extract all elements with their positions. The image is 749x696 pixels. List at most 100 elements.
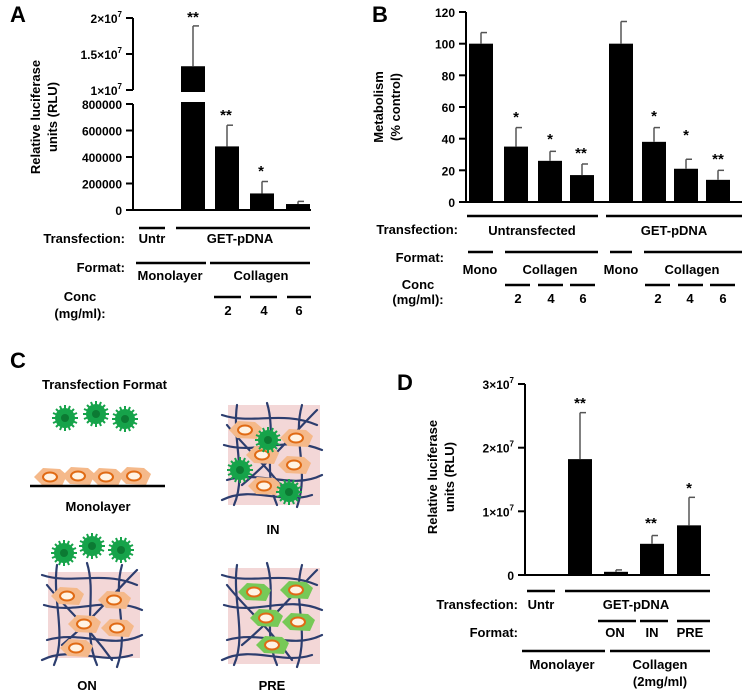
b-star-2: * <box>547 131 553 148</box>
a-upper-tick-1: 1.5×107 <box>81 46 123 62</box>
d-bar-1 <box>568 459 592 575</box>
panel-a-lower-ticks: 800000 600000 400000 200000 0 <box>82 98 133 218</box>
svg-text:6: 6 <box>579 291 586 306</box>
svg-text:Format:: Format: <box>77 260 125 275</box>
a-bar-4 <box>286 204 310 210</box>
svg-text:GET-pDNA: GET-pDNA <box>603 597 670 612</box>
panel-a-format-row: Format: Monolayer Collagen <box>77 260 310 283</box>
svg-text:Collagen: Collagen <box>633 657 688 672</box>
cell-icon <box>33 467 68 487</box>
d-bar-4 <box>677 525 701 575</box>
virus-icon <box>50 539 78 567</box>
b-bar-1 <box>504 146 528 202</box>
b-bar-5 <box>642 141 666 202</box>
a-bar-2 <box>215 146 239 210</box>
svg-text:Untr: Untr <box>139 231 166 246</box>
svg-text:Format:: Format: <box>470 625 518 640</box>
svg-text:(2mg/ml): (2mg/ml) <box>633 674 687 689</box>
svg-text:Transfection:: Transfection: <box>376 222 458 237</box>
svg-text:GET-pDNA: GET-pDNA <box>641 223 708 238</box>
svg-text:2: 2 <box>654 291 661 306</box>
panel-a-conc-row: Conc (mg/ml): 2 4 6 <box>54 289 311 321</box>
svg-text:Monolayer: Monolayer <box>529 657 594 672</box>
a-lower-tick-0: 800000 <box>82 98 122 112</box>
panel-d-format-row: Format: ON IN PRE <box>470 619 710 640</box>
panel-a-upper-ticks: 2×107 1.5×107 1×107 <box>81 10 133 98</box>
svg-text:2: 2 <box>514 291 521 306</box>
b-star-5: * <box>683 127 689 144</box>
panel-a-transfection-row: Transfection: Untr GET-pDNA <box>43 226 310 246</box>
svg-text:(mg/ml):: (mg/ml): <box>392 292 443 307</box>
b-star-1: * <box>513 109 519 126</box>
panel-d-transfection-row: Transfection: Untr GET-pDNA <box>436 589 710 612</box>
svg-text:6: 6 <box>295 303 302 318</box>
svg-text:Conc: Conc <box>402 277 435 292</box>
b-bar-7 <box>706 179 730 202</box>
panel-b-ylabel-line1: Metabolism <box>371 71 386 143</box>
svg-text:GET-pDNA: GET-pDNA <box>207 231 274 246</box>
b-bar-2 <box>538 160 562 202</box>
cell-icon <box>61 466 96 486</box>
panel-a-error-bars <box>192 25 304 205</box>
on-label: ON <box>77 678 97 693</box>
d-star-3: * <box>686 480 692 497</box>
a-lower-tick-4: 0 <box>115 204 122 218</box>
panel-c: C Transfection Format Monolayer <box>10 348 324 693</box>
panel-a-bars <box>181 66 310 211</box>
panel-d-ylabel-line2: units (RLU) <box>442 442 457 512</box>
virus-icon <box>111 405 139 433</box>
svg-text:Collagen: Collagen <box>523 262 578 277</box>
a-lower-tick-3: 200000 <box>82 178 122 192</box>
svg-text:6: 6 <box>719 291 726 306</box>
svg-text:Transfection:: Transfection: <box>43 231 125 246</box>
svg-text:120: 120 <box>435 6 455 20</box>
monolayer-illustration: Monolayer <box>30 400 165 514</box>
panel-b-conc-row: Conc (mg/ml): 2 4 6 2 4 6 <box>392 277 735 307</box>
b-star-4: * <box>651 108 657 125</box>
panel-b-letter: B <box>372 2 388 27</box>
panel-b-bars <box>469 43 730 202</box>
a-star-1: ** <box>187 9 199 26</box>
svg-text:60: 60 <box>442 101 456 115</box>
svg-text:IN: IN <box>646 625 659 640</box>
panel-d-ylabel-line1: Relative luciferase <box>425 420 440 534</box>
svg-text:0: 0 <box>448 196 455 210</box>
virus-icon <box>51 404 79 432</box>
svg-text:Mono: Mono <box>463 262 498 277</box>
cell-icon <box>89 467 124 487</box>
svg-text:4: 4 <box>686 291 694 306</box>
svg-text:20: 20 <box>442 164 456 178</box>
a-bar-1 <box>181 66 205 211</box>
panel-c-letter: C <box>10 348 26 373</box>
panel-a-ylabel-line2: units (RLU) <box>45 82 60 152</box>
b-star-6: ** <box>712 151 724 168</box>
d-star-1: ** <box>574 395 586 412</box>
svg-text:Untr: Untr <box>528 597 555 612</box>
panel-a: A Relative luciferase units (RLU) 2×107 … <box>10 2 311 321</box>
svg-text:40: 40 <box>442 133 456 147</box>
svg-text:100: 100 <box>435 38 455 52</box>
b-star-3: ** <box>575 145 587 162</box>
a-bar-3 <box>250 193 274 210</box>
monolayer-label: Monolayer <box>65 499 130 514</box>
svg-text:4: 4 <box>547 291 555 306</box>
virus-icon <box>82 400 110 428</box>
svg-text:(mg/ml):: (mg/ml): <box>54 306 105 321</box>
panel-d-error-bars <box>579 411 695 572</box>
svg-text:Format:: Format: <box>396 250 444 265</box>
d-tick-1: 2×107 <box>483 440 515 456</box>
svg-text:ON: ON <box>605 625 625 640</box>
panel-b-transfection-row: Transfection: Untransfected GET-pDNA <box>376 214 742 238</box>
b-bar-0 <box>469 43 493 202</box>
svg-text:Collagen: Collagen <box>665 262 720 277</box>
a-upper-tick-0: 2×107 <box>91 10 123 26</box>
d-bar-3 <box>640 543 664 575</box>
panel-d-ticks: 3×107 2×107 1×107 0 <box>483 376 525 583</box>
svg-text:4: 4 <box>260 303 268 318</box>
a-upper-tick-2: 1×107 <box>91 82 123 98</box>
in-illustration: IN <box>220 401 324 537</box>
d-bar-2 <box>604 571 628 575</box>
b-bar-3 <box>570 175 594 202</box>
cell-icon <box>117 466 152 486</box>
